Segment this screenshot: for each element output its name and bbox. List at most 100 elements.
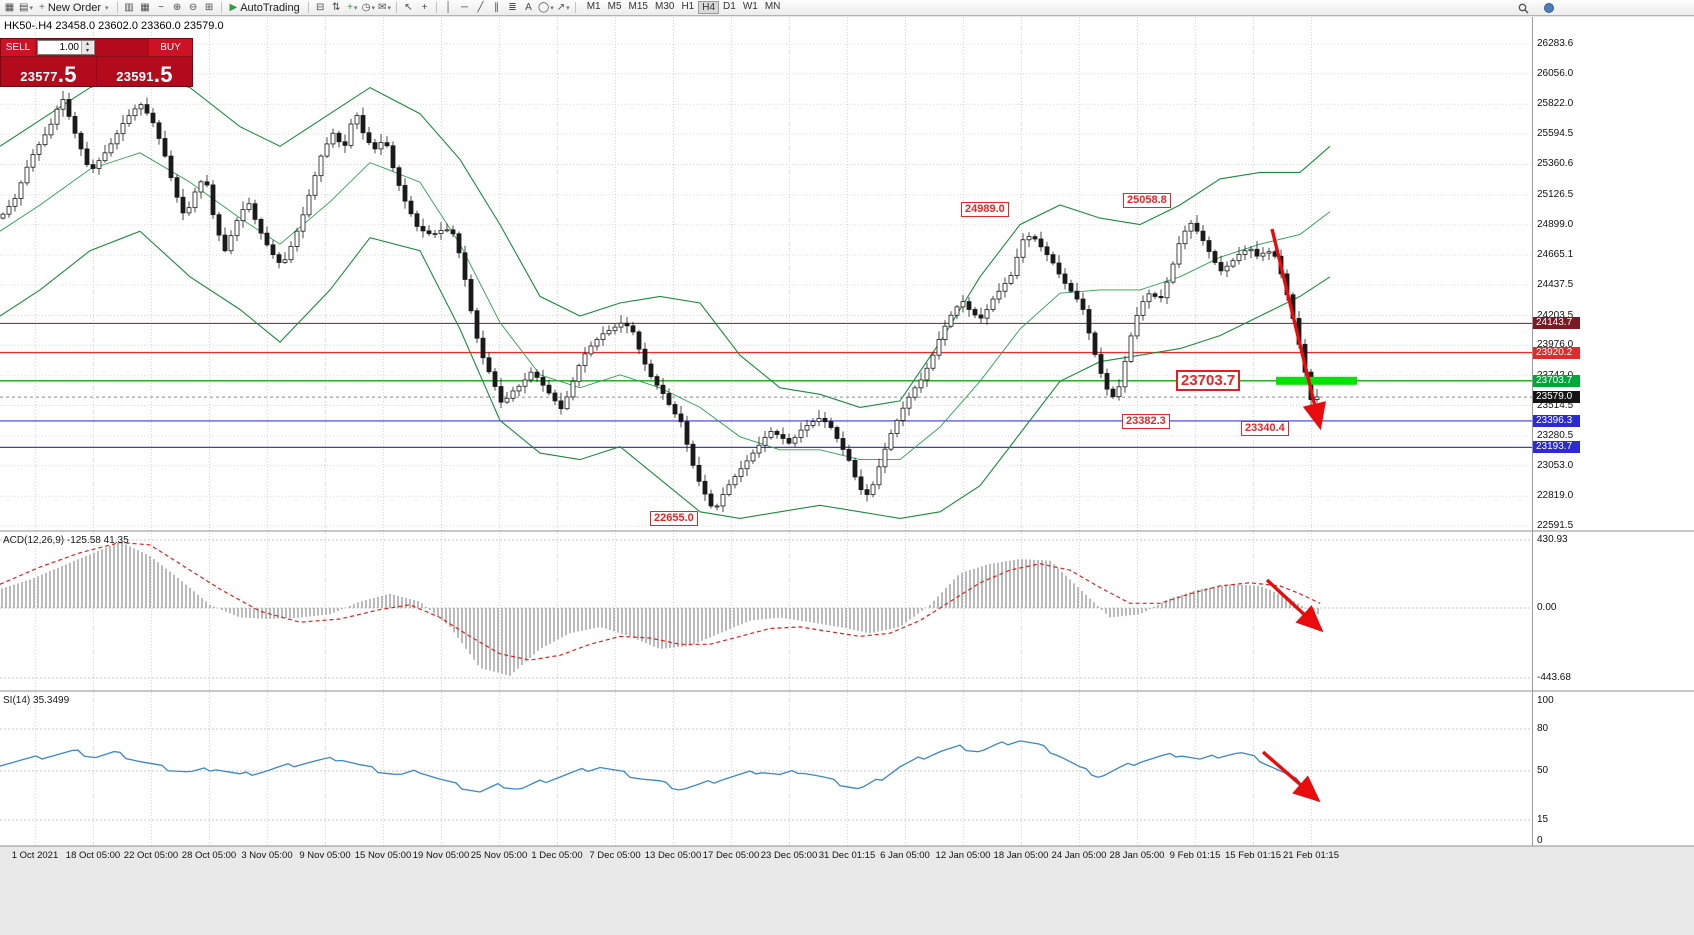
period-icon[interactable]: ◷ ▾ [361,2,375,13]
price-annotation[interactable]: 22655.0 [650,511,698,526]
fibonacci-icon[interactable]: ≣ [508,2,517,13]
one-click-trading-panel: SELL ▴ ▾ BUY 23577.5 23591.5 [0,38,193,87]
price-axis-tick: 24665.1 [1537,249,1574,261]
price-axis-marker: 23396.3 [1533,414,1580,427]
timeframe-m30[interactable]: M30 [654,1,675,12]
vertical-line-icon[interactable]: │ [445,2,452,13]
timeframe-h4[interactable]: H4 [698,1,720,14]
price-axis-tick: 25822.0 [1537,98,1574,110]
line-chart-icon[interactable]: ~ [158,2,164,13]
chevron-down-icon: ▾ [566,4,570,12]
time-axis-label: 9 Feb 01:15 [1169,850,1221,861]
autotrading-button[interactable]: ▶ AutoTrading [226,1,304,15]
new-order-button-label: New Order [47,1,101,14]
timeframe-m1[interactable]: M1 [586,1,601,12]
buy-button[interactable]: BUY [149,39,192,56]
search-icon[interactable] [1516,2,1530,14]
cursor-icon[interactable]: ↖ [404,2,413,13]
toolbar-separator [307,2,309,13]
new-chart-icon[interactable]: ▦ [4,2,15,13]
price-annotation[interactable]: 23382.3 [1122,414,1170,429]
sell-button[interactable]: SELL [1,39,35,56]
tile-windows-icon[interactable]: ⊞ [204,2,214,13]
rsi-layer [0,740,1315,793]
price-axis-tick: 22591.5 [1537,519,1574,531]
chevron-down-icon: ▾ [371,4,375,12]
price-axis-tick: 26283.6 [1537,38,1574,49]
bollinger-bands-layer [0,73,1331,519]
price-annotation[interactable]: 23340.4 [1241,421,1289,436]
rsi-scale-label: 0 [1537,835,1543,846]
time-axis-label: 1 Dec 05:00 [531,850,583,861]
zoom-out-icon[interactable]: ⊖ [188,2,198,13]
time-axis-label: 31 Dec 01:15 [818,850,876,861]
trend-arrow-1 [1270,228,1326,431]
time-axis-label: 23 Dec 05:00 [760,850,818,861]
timeframe-m5[interactable]: M5 [607,1,622,12]
new-order-icon: + [38,2,45,13]
timeframe-w1[interactable]: W1 [742,1,758,12]
candlestick-chart-icon[interactable]: ▦ [140,2,150,13]
arrows-icon[interactable]: ↗ ▾ [556,2,570,13]
volume-up-icon[interactable]: ▴ [85,41,89,47]
community-dot [1544,3,1554,13]
price-axis-tick: 23053.0 [1537,459,1574,471]
bar-chart-icon[interactable]: ▥ [124,2,134,13]
time-axis-label: 24 Jan 05:00 [1051,850,1107,861]
timeframe-d1[interactable]: D1 [723,1,736,12]
channel-icon[interactable]: ∥ [494,2,499,13]
timeframe-mn[interactable]: MN [764,1,781,12]
time-axis-label: 15 Nov 05:00 [354,850,412,861]
time-axis-label: 3 Nov 05:00 [241,850,293,861]
volume-input[interactable] [38,41,81,54]
price-axis-marker: 24143.7 [1533,317,1580,330]
time-axis-label: 21 Feb 01:15 [1283,850,1339,861]
price-axis-tick: 26056.0 [1537,67,1574,79]
timeframe-h1[interactable]: H1 [681,1,695,12]
trade-panel-prices: 23577.5 23591.5 [1,56,192,86]
data-window-icon[interactable]: ⊟ [316,2,325,13]
chart-symbol-ohlc: HK50-.H4 23458.0 23602.0 23360.0 23579.0 [4,20,224,32]
trendline-icon[interactable]: ╱ [477,2,484,13]
horizontal-line-icon[interactable]: ─ [460,2,469,13]
time-axis-label: 7 Dec 05:00 [589,850,641,861]
crosshair-icon[interactable]: + [421,2,428,13]
support-highlight-bar [1276,376,1357,385]
shapes-icon[interactable]: ◯ ▾ [538,2,554,13]
macd-indicator-label: ACD(12,26,9) -125.58 41.35 [3,535,129,546]
macd-scale-label: 0.00 [1537,602,1557,613]
time-axis-label: 28 Oct 05:00 [181,850,237,861]
market-watch-icon[interactable]: ⇅ [332,2,341,13]
price-axis-marker: 23193.7 [1533,441,1580,454]
price-annotation[interactable]: 23703.7 [1176,370,1241,391]
price-axis-tick: 24899.0 [1537,218,1574,230]
volume-down-icon[interactable]: ▾ [85,48,89,54]
timeframe-m15[interactable]: M15 [628,1,648,12]
buy-price[interactable]: 23591.5 [116,62,173,87]
template-icon[interactable]: ✉ ▾ [378,2,391,13]
text-icon[interactable]: A [525,2,532,13]
price-annotation[interactable]: 24989.0 [961,202,1009,217]
add-indicator-icon[interactable]: + ▾ [347,2,358,13]
price-annotation[interactable]: 25058.8 [1123,193,1171,208]
chevron-down-icon: ▾ [353,4,358,12]
zoom-in-icon[interactable]: ⊕ [172,2,182,13]
new-order-button[interactable]: + New Order ▾ [35,1,113,15]
community-icon[interactable] [1542,2,1556,14]
price-axis-marker: 23703.7 [1533,374,1580,387]
main-toolbar: ▦ ▤ ▾ + New Order ▾ ▥ ▦ ~ ⊕ ⊖ ⊞ ▶ AutoTrading ⊟ ⇅ + ▾ ◷ ▾ ✉ ▾… [0,0,1694,16]
price-axis-tick: 23280.5 [1537,430,1574,442]
toolbar-separator [574,2,576,13]
time-axis-label: 19 Nov 05:00 [412,850,470,861]
timeframe-toolbar: M1 M5 M15 M30 H1 H4 D1 W1 MN [584,1,784,14]
rsi-indicator-label: SI(14) 35.3499 [3,695,70,706]
sell-price[interactable]: 23577.5 [20,62,77,87]
chart-profiles-icon[interactable]: ▤ ▾ [19,2,33,13]
price-axis-tick: 25360.6 [1537,158,1574,170]
toolbar-separator [396,2,397,13]
toolbar-separator [436,2,437,13]
price-axis-tick: 24437.5 [1537,279,1574,290]
price-axis-tick: 22819.0 [1537,490,1574,502]
rsi-scale-label: 50 [1537,765,1549,776]
